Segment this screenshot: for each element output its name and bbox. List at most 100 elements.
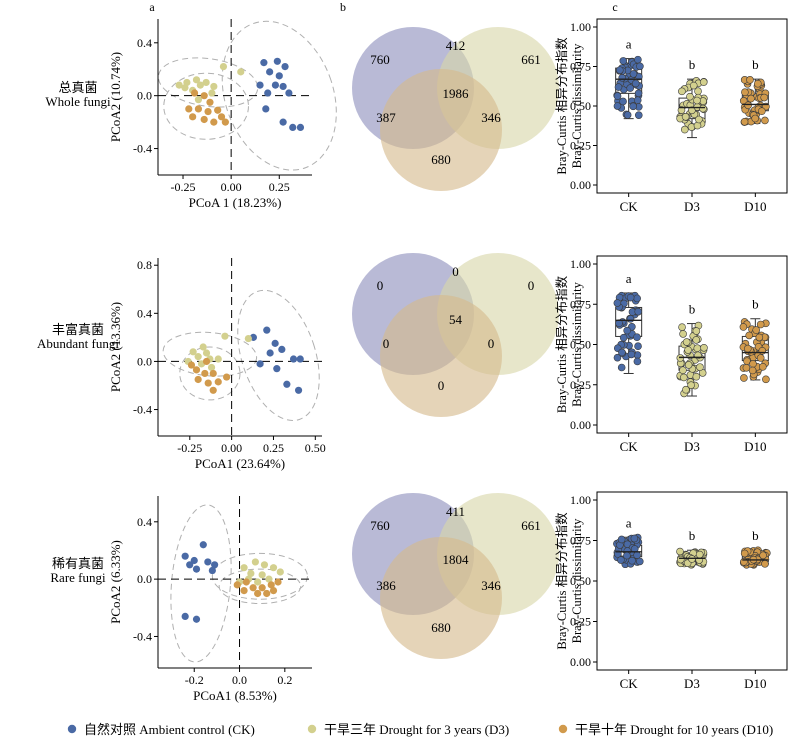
- point-d3: [219, 62, 228, 71]
- y-tick-label: 0.4: [137, 515, 152, 529]
- legend-label: 自然对照 Ambient control (CK): [84, 722, 255, 737]
- sample-point-d10: [758, 347, 767, 355]
- confidence-ellipse-d3: [157, 57, 259, 108]
- y-tick-label: -0.4: [133, 142, 152, 156]
- point-ck: [263, 326, 271, 334]
- significance-letter: a: [626, 515, 632, 530]
- sample-point-d3: [679, 330, 687, 338]
- point-d10: [249, 584, 257, 592]
- point-ck: [294, 386, 303, 394]
- sample-point-ck: [633, 294, 641, 303]
- sample-point-ck: [629, 70, 638, 78]
- x-tick-label: 0.00: [221, 180, 242, 194]
- sample-point-ck: [634, 111, 643, 119]
- sample-point-d3: [695, 115, 703, 124]
- significance-letter: b: [689, 57, 696, 72]
- venn-diagram-2: 0 0 0 54 0 0 0: [352, 253, 559, 417]
- panel-letter: b: [340, 0, 346, 14]
- venn-value-ck-d3: 411: [446, 504, 465, 519]
- point-ck: [283, 380, 291, 388]
- y-axis-label-cn: Bray-Curtis 相异分布指数: [554, 512, 569, 650]
- sample-point-d3: [682, 338, 691, 346]
- row-label-en: Rare fungi: [50, 570, 106, 585]
- sample-point-ck: [627, 350, 636, 359]
- pcoa-scatter-1: -0.25 0.00 0.25 -0.4 0.0 0.4 PCoA 1 (18.23%) PC…: [108, 19, 337, 210]
- legend-marker: [558, 724, 568, 734]
- x-tick-label: CK: [620, 199, 639, 214]
- y-axis-label: PCoA2 (6.33%): [108, 540, 123, 624]
- x-tick-label: D10: [744, 676, 766, 691]
- point-d10: [187, 361, 196, 369]
- sample-point-d10: [747, 94, 755, 103]
- confidence-ellipse-ck: [237, 289, 320, 421]
- sample-point-ck: [634, 342, 642, 351]
- point-ck: [271, 339, 279, 347]
- venn-value-all: 1986: [443, 86, 470, 101]
- legend-marker: [307, 724, 317, 734]
- row-label-cn: 总真菌: [58, 80, 97, 95]
- sample-point-d3: [692, 327, 701, 335]
- y-tick-label: 0.00: [570, 178, 591, 192]
- y-tick-label: 0.50: [570, 99, 591, 113]
- venn-circle-d10: [380, 537, 502, 659]
- confidence-ellipse-d3: [162, 331, 258, 377]
- venn-value-d3-d10: 0: [488, 336, 495, 351]
- sample-point-d10: [743, 344, 752, 353]
- y-tick-label: 0.50: [570, 574, 591, 588]
- sample-point-d3: [696, 363, 704, 371]
- sample-point-d10: [755, 333, 764, 342]
- point-d10: [214, 378, 222, 386]
- legend-label: 干旱三年 Drought for 3 years (D3): [324, 722, 509, 737]
- point-ck: [266, 349, 274, 357]
- sample-point-ck: [623, 111, 632, 119]
- point-ck: [285, 89, 293, 97]
- venn-circle-d10: [380, 295, 502, 417]
- point-d3: [207, 363, 216, 372]
- sample-point-d10: [761, 560, 769, 568]
- y-tick-label: 0.0: [137, 89, 152, 103]
- y-tick-label: 0.75: [570, 534, 591, 548]
- point-d10: [200, 115, 208, 124]
- point-d3: [276, 568, 284, 576]
- sample-point-d3: [684, 361, 693, 369]
- y-tick-label: 0.75: [570, 60, 591, 74]
- venn-value-d10-only: 680: [431, 620, 451, 635]
- point-d10: [240, 587, 248, 595]
- sample-point-ck: [634, 89, 643, 98]
- x-tick-label: 0.0: [232, 673, 247, 687]
- confidence-ellipse-d3: [211, 552, 308, 600]
- significance-letter: b: [689, 302, 696, 317]
- y-tick-label: 1.00: [570, 20, 591, 34]
- panel-letter: a: [149, 0, 155, 14]
- y-tick-label: 1.00: [570, 493, 591, 507]
- x-axis-label: PCoA1 (8.53%): [193, 688, 277, 703]
- venn-value-d10-only: 680: [431, 152, 451, 167]
- x-tick-label: 0.50: [305, 441, 326, 455]
- point-d3: [194, 96, 203, 104]
- y-tick-label: 0.0: [137, 354, 152, 368]
- venn-value-ck-only: 0: [377, 278, 384, 293]
- sample-point-d3: [679, 366, 687, 375]
- point-ck: [296, 355, 304, 363]
- point-ck: [192, 615, 201, 623]
- sample-point-d3: [700, 343, 708, 352]
- point-d10: [192, 366, 201, 374]
- x-tick-label: CK: [620, 439, 639, 454]
- sample-point-d3: [676, 555, 685, 564]
- significance-letter: b: [752, 297, 759, 312]
- sample-point-d10: [744, 101, 752, 110]
- point-ck: [211, 561, 219, 569]
- point-d3: [199, 343, 207, 351]
- sample-point-d3: [693, 96, 701, 105]
- point-d3: [208, 89, 216, 97]
- sample-point-ck: [633, 357, 642, 366]
- legend-marker: [67, 724, 77, 734]
- point-d3: [202, 78, 210, 87]
- sample-point-ck: [619, 333, 628, 342]
- venn-value-ck-only: 760: [370, 52, 390, 67]
- sample-point-ck: [634, 307, 643, 316]
- venn-value-d3-only: 0: [528, 278, 535, 293]
- point-d10: [204, 107, 212, 116]
- venn-value-ck-only: 760: [370, 518, 390, 533]
